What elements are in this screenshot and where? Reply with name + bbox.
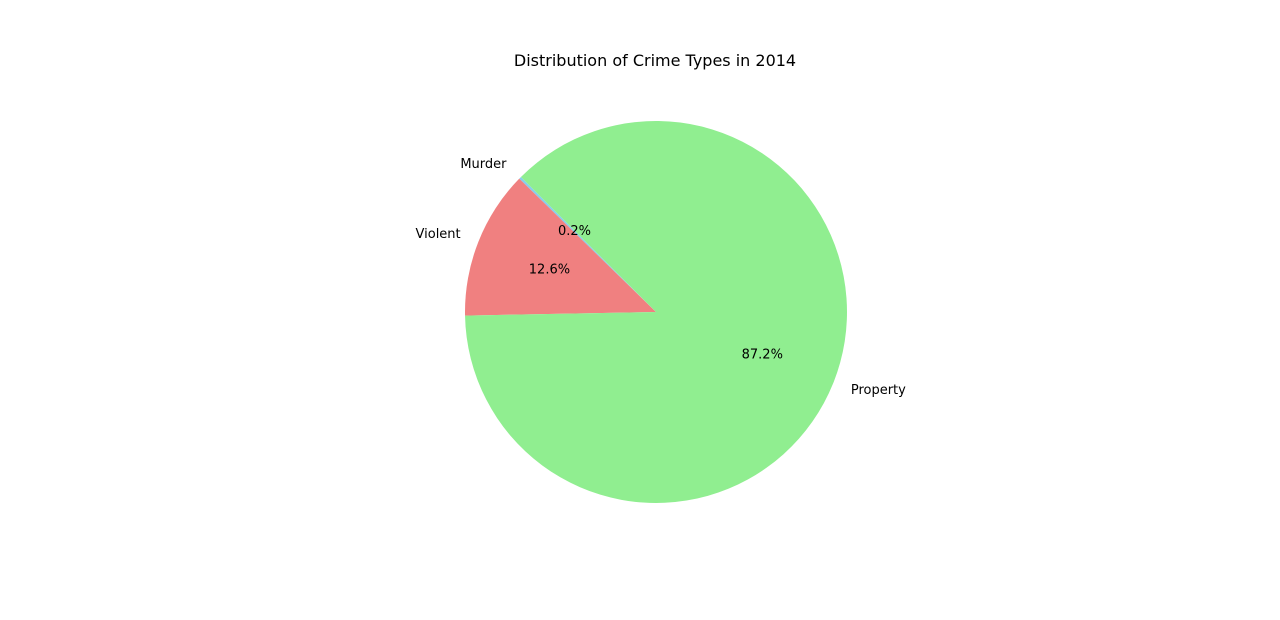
- pie-slices: [465, 121, 847, 504]
- slice-percent-murder: 0.2%: [558, 224, 591, 239]
- pie-labels: Murder 0.2% Violent 12.6% Property 87.2%: [416, 157, 907, 398]
- slice-percent-violent: 12.6%: [529, 262, 570, 277]
- pie-slice-violent: [465, 178, 656, 316]
- chart-title: Distribution of Crime Types in 2014: [514, 51, 796, 70]
- slice-label-property: Property: [851, 383, 906, 398]
- slice-label-murder: Murder: [460, 157, 507, 172]
- pie-slice-property: [465, 121, 847, 504]
- slice-percent-property: 87.2%: [742, 347, 783, 362]
- pie-slice-murder: [519, 176, 656, 312]
- slice-label-violent: Violent: [416, 227, 461, 242]
